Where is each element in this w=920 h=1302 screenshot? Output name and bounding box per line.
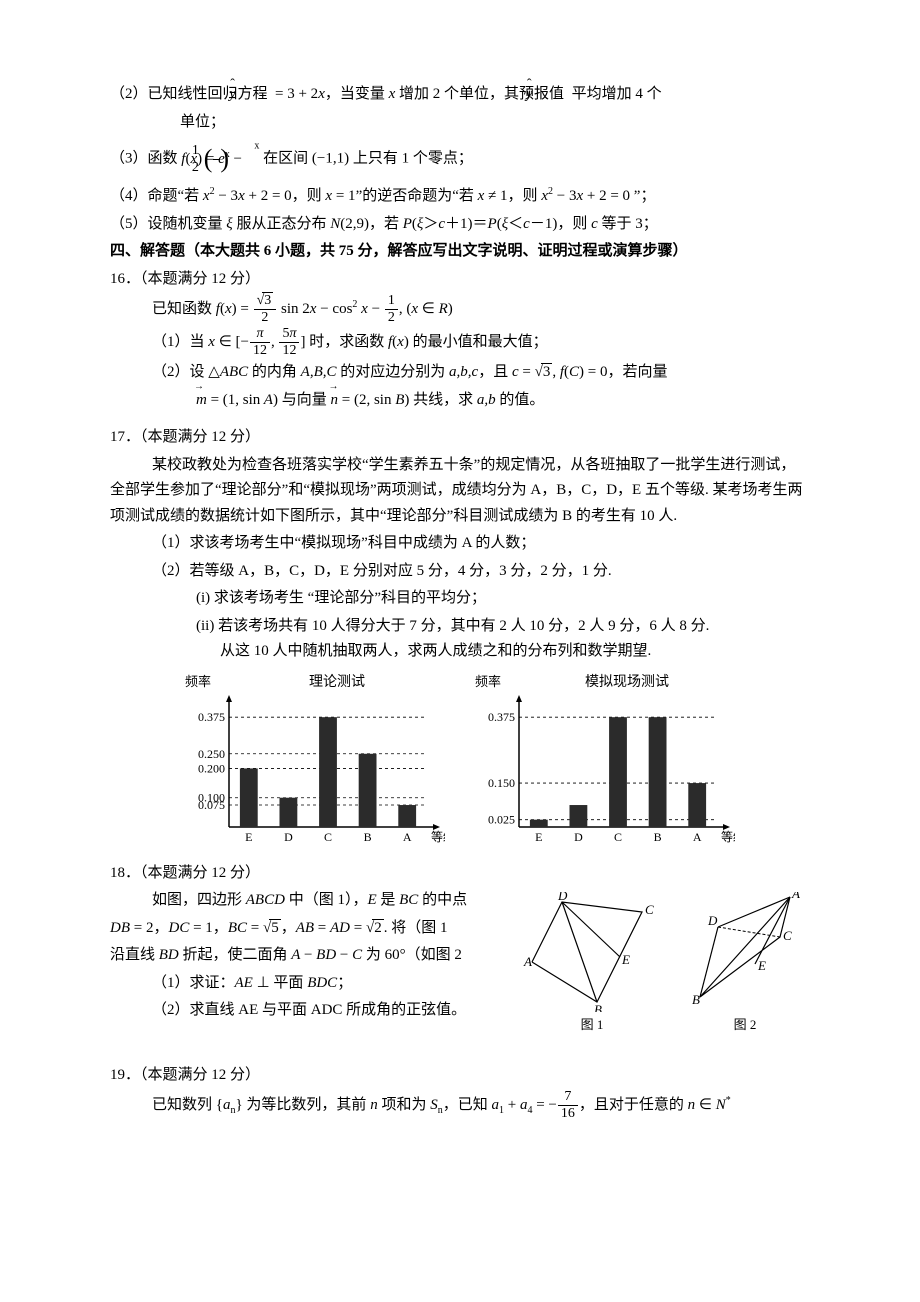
chart-left-ylabel: 频率	[185, 671, 229, 695]
item-2: （2）已知线性回归方程 y = 3 + 2x，当变量 x 增加 2 个单位，其预…	[110, 82, 810, 108]
q17-p2: （2）若等级 A，B，C，D，E 分别对应 5 分，4 分，3 分，2 分，1 …	[110, 559, 810, 585]
svg-text:C: C	[645, 902, 654, 917]
svg-text:E: E	[245, 830, 252, 844]
item-2-prefix: （2）已知线性回归方程	[110, 86, 271, 102]
chart-practice: 频率 模拟现场测试 0.025 0.150 0.375 E D C B A 等级	[475, 671, 735, 859]
chart-left-svg: 0.0750.1000.2000.2500.375EDCBA等级	[185, 694, 445, 849]
chart-left-title: 理论测试	[229, 671, 445, 695]
svg-text:C: C	[324, 830, 332, 844]
svg-text:D: D	[574, 830, 583, 844]
item-5: （5）设随机变量 ξ 服从正态分布 N(2,9)，若 P(ξ＞c＋1)＝P(ξ＜…	[110, 212, 810, 238]
svg-text:E: E	[757, 958, 766, 973]
q17-head: 17．（本题满分 12 分）	[110, 425, 810, 451]
fig1-caption: 图 1	[522, 1014, 662, 1036]
q18-fig2: A D C B E 图 2	[680, 892, 810, 1036]
q18-fig1: A D C B E 图 1	[522, 892, 662, 1036]
svg-text:C: C	[614, 830, 622, 844]
svg-text:E: E	[621, 952, 630, 967]
chart-right-svg: 0.025 0.150 0.375 E D C B A 等级	[475, 694, 735, 849]
q18-head: 18．（本题满分 12 分）	[110, 861, 810, 887]
svg-text:E: E	[535, 830, 542, 844]
q18-diagrams: A D C B E 图 1 A D C B E 图 2	[522, 892, 810, 1036]
svg-text:A: A	[791, 892, 800, 901]
q17-p1: （1）求该考场考生中“模拟现场”科目中成绩为 A 的人数；	[110, 531, 810, 557]
svg-text:B: B	[692, 992, 700, 1007]
svg-text:B: B	[364, 830, 372, 844]
svg-text:A: A	[403, 830, 412, 844]
svg-text:0.150: 0.150	[488, 777, 515, 791]
q19-head: 19．（本题满分 12 分）	[110, 1063, 810, 1089]
svg-text:C: C	[783, 928, 792, 943]
svg-text:A: A	[693, 830, 702, 844]
svg-text:D: D	[707, 913, 718, 928]
chart-theory: 频率 理论测试 0.0750.1000.2000.2500.375EDCBA等级	[185, 671, 445, 859]
svg-text:0.100: 0.100	[198, 791, 225, 805]
chart-right-title: 模拟现场测试	[519, 671, 735, 695]
q17-p2ii: (ii) 若该考场共有 10 人得分大于 7 分，其中有 2 人 10 分，2 …	[110, 614, 810, 665]
item-2-eq: y = 3 + 2x	[271, 86, 325, 102]
svg-text:0.200: 0.200	[198, 762, 225, 776]
svg-text:0.025: 0.025	[488, 813, 515, 827]
q16-p2: （2）设 △ABC 的内角 A,B,C 的对应边分别为 a,b,c，且 c = …	[110, 360, 810, 386]
q19-l1: 已知数列 {an} 为等比数列，其前 n 项和为 Sn，已知 a1 + a4 =…	[110, 1090, 810, 1121]
svg-text:0.250: 0.250	[198, 747, 225, 761]
svg-text:B: B	[654, 830, 662, 844]
q16-head: 16．（本题满分 12 分）	[110, 267, 810, 293]
section-4-header: 四、解答题（本大题共 6 小题，共 75 分，解答应写出文字说明、证明过程或演算…	[110, 239, 810, 265]
svg-text:等级: 等级	[431, 830, 445, 844]
q16-p2b: m = (1, sin A) 与向量 n = (2, sin B) 共线，求 a…	[110, 388, 810, 414]
svg-text:等级: 等级	[721, 830, 735, 844]
charts-row: 频率 理论测试 0.0750.1000.2000.2500.375EDCBA等级…	[110, 671, 810, 859]
svg-text:0.375: 0.375	[198, 711, 225, 725]
q17-p2i: (i) 求该考场考生 “理论部分”科目的平均分；	[110, 586, 810, 612]
q17-body: 某校政教处为检查各班落实学校“学生素养五十条”的规定情况，从各班抽取了一批学生进…	[110, 453, 810, 530]
svg-text:D: D	[284, 830, 293, 844]
chart-right-ylabel: 频率	[475, 671, 519, 695]
q16-p1: （1）当 x ∈ [−π12, 5π12] 时，求函数 f(x) 的最小值和最大…	[110, 327, 810, 358]
q16-func: 已知函数 f(x) = √32 sin 2x − cos2 x − 12, (x…	[110, 294, 810, 325]
svg-text:0.375: 0.375	[488, 711, 515, 725]
svg-text:A: A	[523, 954, 532, 969]
svg-text:D: D	[557, 892, 568, 903]
item-4: （4）命题“若 x2 − 3x + 2 = 0，则 x = 1”的逆否命题为“若…	[110, 183, 810, 210]
svg-text:B: B	[594, 1002, 602, 1012]
item-3: （3）函数 f(x) = ex − (12)x 在区间 (−1,1) 上只有 1…	[110, 137, 810, 181]
fig2-caption: 图 2	[680, 1014, 810, 1036]
item-2-line2: 单位；	[110, 110, 810, 136]
